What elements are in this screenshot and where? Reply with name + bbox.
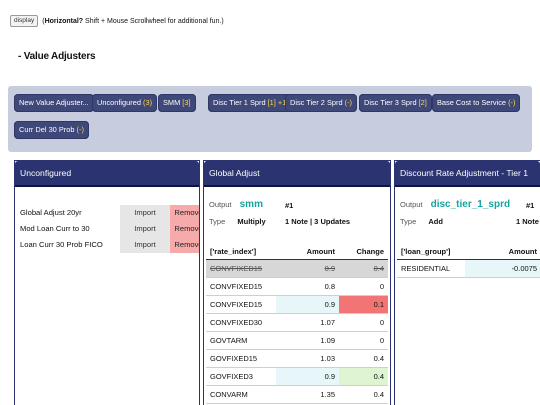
unconfigured-panel-title: Unconfigured [15,161,199,185]
discount-panel-title: Discount Rate Adjustment - Tier 1 [395,161,540,185]
output-label: Output [400,200,423,209]
smm-button[interactable]: SMM [3] [158,94,196,112]
change-cell: 0.4 [339,349,388,368]
curr-del-30-prob-button[interactable]: Curr Del 30 Prob (-) [14,121,89,139]
table-row[interactable]: CONVFIXED15 0.9 0.1 [206,295,388,314]
discount-tier-1-panel: Discount Rate Adjustment - Tier 1 Output… [394,160,540,405]
table-header-row: ['loan_group'] Amount [397,243,540,260]
rate-index-cell: CONVFIXED15 [206,295,276,314]
global-adjust-panel-title: Global Adjust [204,161,390,185]
type-row: Type Multiply [209,217,266,226]
remove-button[interactable]: Remove [170,205,199,221]
rate-index-cell: CONVARM [206,385,276,404]
output-value[interactable]: smm [239,199,263,210]
global-adjust-table: ['rate_index'] Amount Change CONVFIXED15… [206,243,388,404]
type-value: Add [428,217,443,226]
amount-cell[interactable]: 0.9 [276,259,339,278]
table-row[interactable]: RESIDENTIAL -0.0075 [397,259,540,278]
change-cell: 0.4 [339,367,388,386]
type-row: Type Add [400,217,443,226]
change-cell: 0.4 [339,385,388,404]
new-value-adjuster-button[interactable]: New Value Adjuster... [14,94,94,112]
global-adjust-panel: Global Adjust Output smm #1 Type Multipl… [203,160,391,405]
amount-cell[interactable]: 0.8 [276,277,339,296]
unconfigured-item-name: Loan Curr 30 Prob FICO [20,240,103,249]
col-amount: Amount [276,243,339,260]
discount-table: ['loan_group'] Amount RESIDENTIAL -0.007… [397,243,540,278]
amount-cell[interactable]: 1.35 [276,385,339,404]
change-cell: 0 [339,331,388,350]
rate-index-cell: CONVFIXED15 [206,277,276,296]
unconfigured-panel: Unconfigured Global Adjust 20yr Import R… [14,160,200,405]
type-value: Multiply [237,217,266,226]
adjuster-id: #1 [285,201,294,210]
output-row: Output disc_tier_1_sprd [400,199,510,210]
table-row[interactable]: CONVFIXED15 0.8 0 [206,277,388,296]
section-title: - Value Adjusters [18,51,96,62]
base-cost-to-service-button[interactable]: Base Cost to Service (-) [432,94,521,112]
unconfigured-item-name: Mod Loan Curr to 30 [20,224,90,233]
rate-index-cell: CONVFIXED30 [206,313,276,332]
unconfigured-item-name: Global Adjust 20yr [20,208,82,217]
remove-button[interactable]: Remove [170,237,199,253]
col-change: Change [339,243,388,260]
adjuster-id: #1 [526,201,535,210]
remove-button[interactable]: Remove [170,221,199,237]
import-button[interactable]: Import [120,221,170,237]
table-row[interactable]: GOVTARM 1.09 0 [206,331,388,350]
table-row[interactable]: CONVFIXED15 0.9 0.4 [206,259,388,278]
change-cell: 0 [339,277,388,296]
col-loan-group: ['loan_group'] [397,243,465,260]
rate-index-cell: GOVFIXED3 [206,367,276,386]
amount-cell[interactable]: -0.0075 [465,259,540,278]
disc-tier-1-sprd-button[interactable]: Disc Tier 1 Sprd [1] +1 [208,94,292,112]
table-row[interactable]: GOVFIXED3 0.9 0.4 [206,367,388,386]
rate-index-cell: GOVTARM [206,331,276,350]
rate-index-cell: CONVFIXED15 [206,259,276,278]
display-button[interactable]: display [10,15,39,27]
output-value[interactable]: disc_tier_1_sprd [430,199,511,210]
amount-cell[interactable]: 0.9 [276,295,339,314]
table-row[interactable]: CONVARM 1.35 0.4 [206,385,388,404]
loan-group-cell: RESIDENTIAL [397,259,465,278]
table-header-row: ['rate_index'] Amount Change [206,243,388,260]
table-row[interactable]: GOVFIXED15 1.03 0.4 [206,349,388,368]
adjuster-button-bar: New Value Adjuster... Unconfigured (3) S… [8,86,532,152]
disc-tier-2-sprd-button[interactable]: Disc Tier 2 Sprd (-) [285,94,358,112]
col-amount: Amount [465,243,540,260]
amount-cell[interactable]: 1.07 [276,313,339,332]
amount-cell[interactable]: 1.09 [276,331,339,350]
notes-updates[interactable]: 1 Note | 3 Updates [285,217,351,226]
amount-cell[interactable]: 0.9 [276,367,339,386]
rate-index-cell: GOVFIXED15 [206,349,276,368]
notes[interactable]: 1 Note [516,217,539,226]
top-hint: display (Horizontal? Shift + Mouse Scrol… [10,15,224,27]
type-label: Type [209,217,226,226]
output-row: Output smm [209,199,263,210]
amount-cell[interactable]: 1.03 [276,349,339,368]
type-label: Type [400,217,417,226]
output-label: Output [209,200,232,209]
change-cell: 0 [339,313,388,332]
import-button[interactable]: Import [120,205,170,221]
table-row[interactable]: CONVFIXED30 1.07 0 [206,313,388,332]
disc-tier-3-sprd-button[interactable]: Disc Tier 3 Sprd [2] [359,94,432,112]
change-cell: 0.1 [339,295,388,314]
col-rate-index: ['rate_index'] [206,243,276,260]
unconfigured-button[interactable]: Unconfigured (3) [92,94,158,112]
hint-text: (Horizontal? Shift + Mouse Scrollwheel f… [42,17,224,25]
import-button[interactable]: Import [120,237,170,253]
change-cell: 0.4 [339,259,388,278]
